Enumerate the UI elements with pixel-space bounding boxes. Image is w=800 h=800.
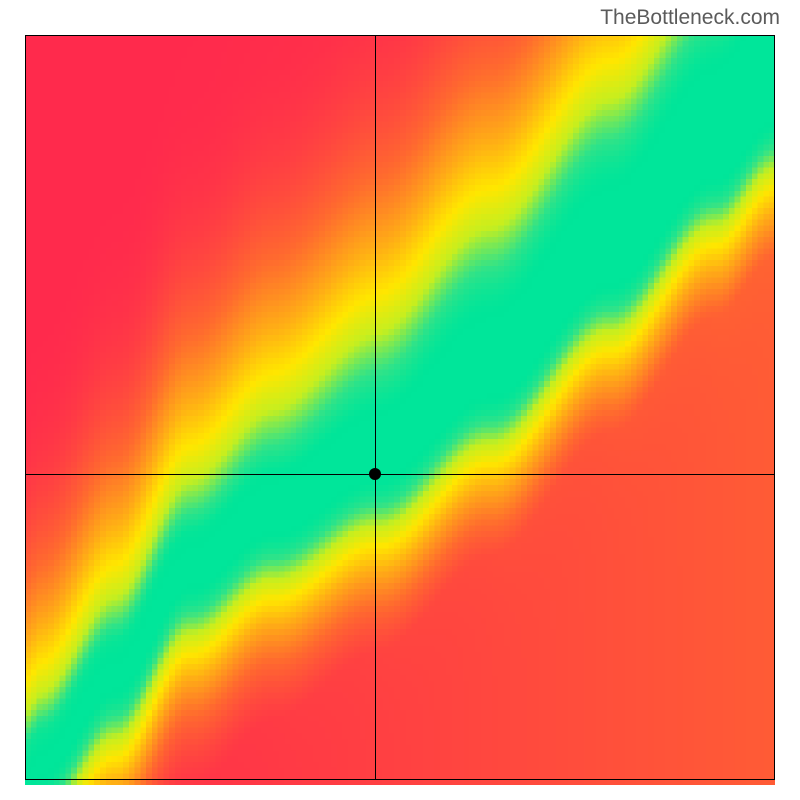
- crosshair-horizontal: [25, 474, 775, 475]
- watermark-text: TheBottleneck.com: [600, 6, 780, 30]
- bottleneck-heatmap-plot: [25, 35, 775, 780]
- heatmap-canvas: [25, 35, 775, 785]
- data-point-marker: [369, 468, 381, 480]
- crosshair-vertical: [375, 35, 376, 780]
